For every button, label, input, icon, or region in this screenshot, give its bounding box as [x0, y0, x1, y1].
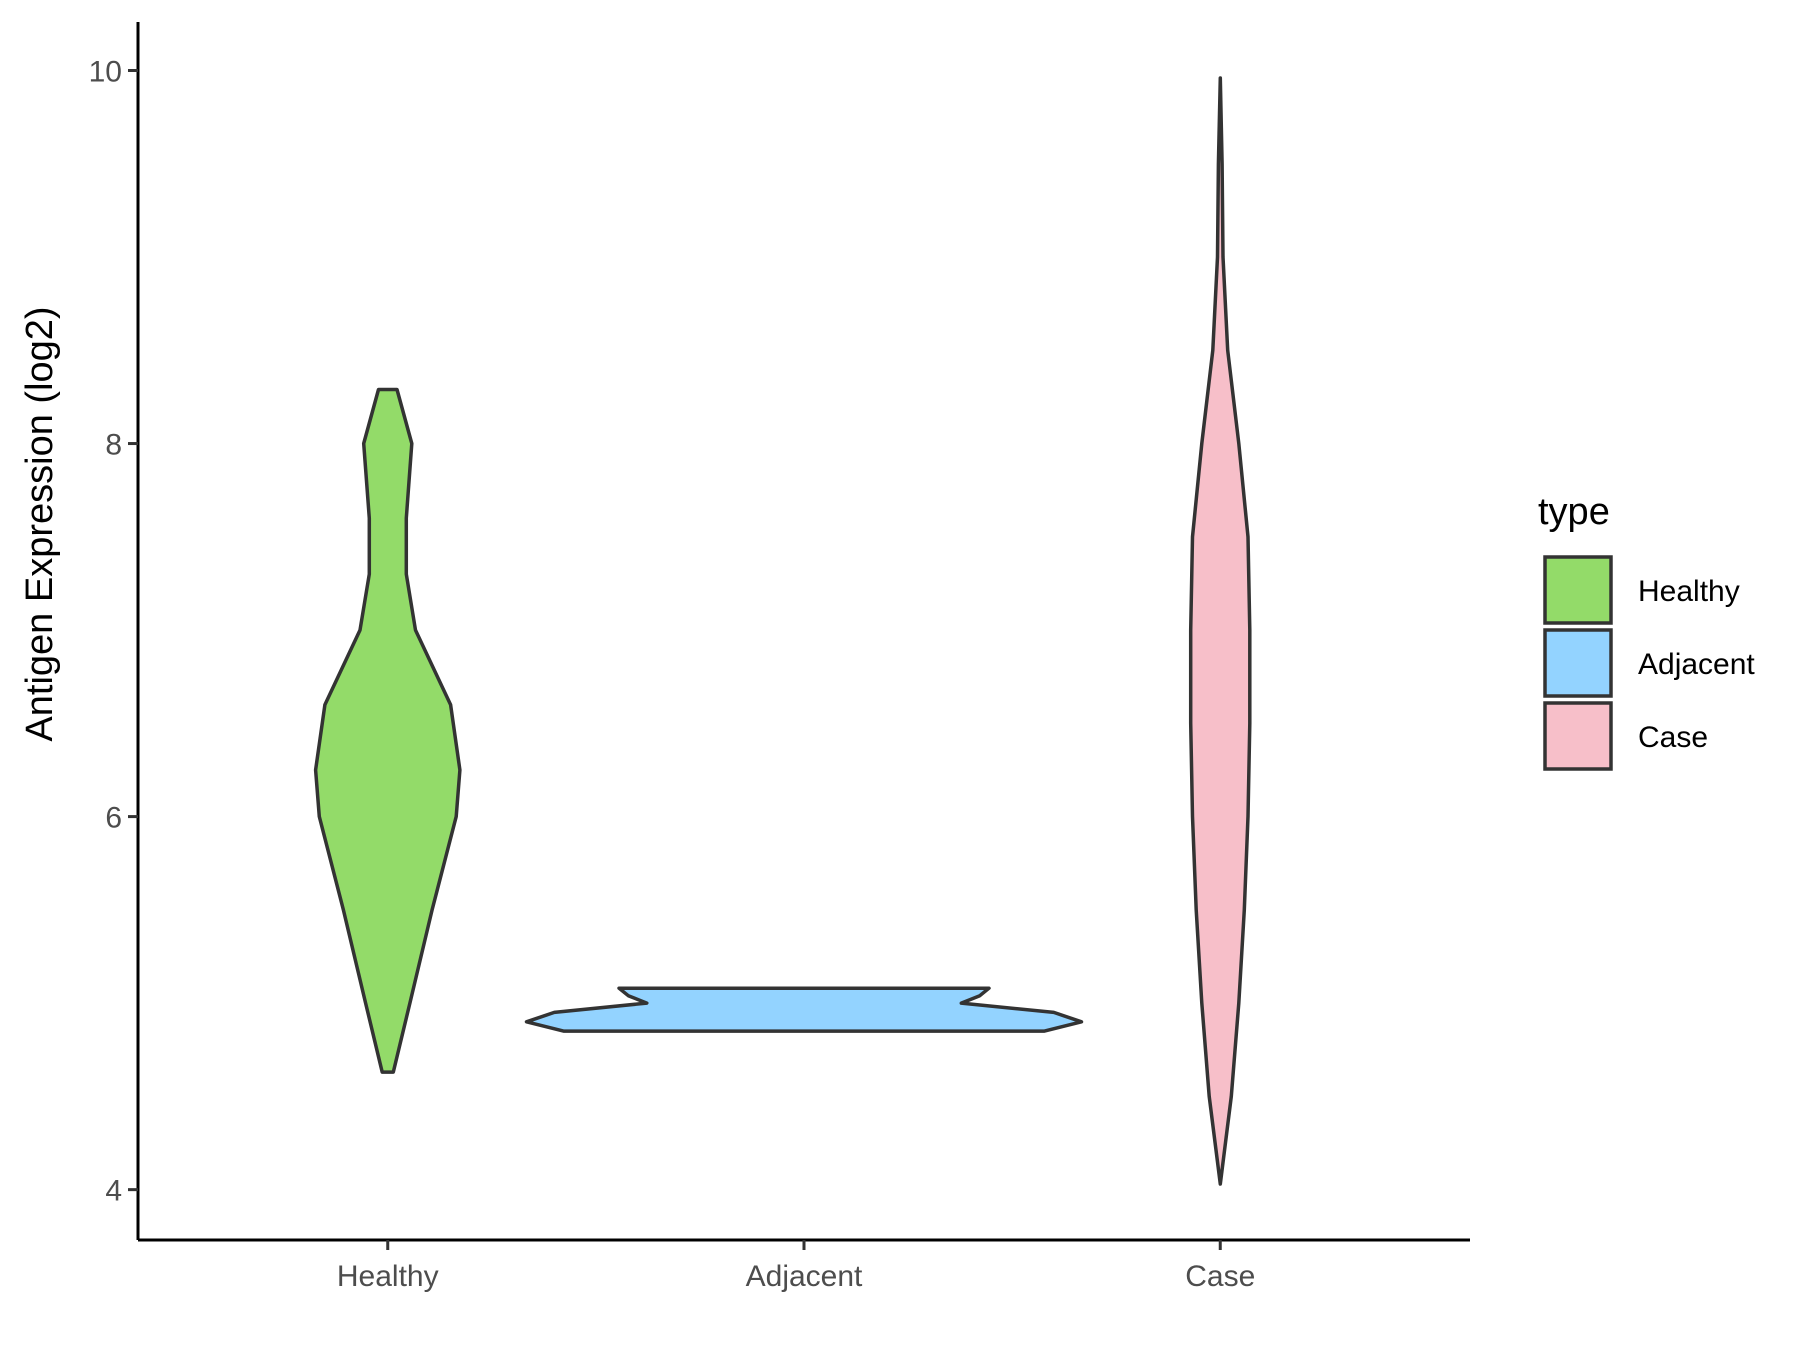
legend-swatch-adjacent [1543, 628, 1613, 698]
legend-title: type [1538, 491, 1610, 533]
legend-label-healthy: Healthy [1638, 575, 1740, 608]
y-tick-label: 4 [105, 1175, 122, 1208]
x-tick-label: Healthy [337, 1260, 439, 1293]
y-tick-label: 6 [105, 802, 122, 835]
axes-layer: 4 6 8 10 Healthy Adjacent Case [89, 22, 1470, 1293]
violin-case [1188, 76, 1252, 1186]
legend-label-case: Case [1638, 721, 1708, 754]
violin-adjacent [524, 986, 1084, 1033]
y-tick-label: 8 [105, 429, 122, 462]
violin-healthy [313, 387, 462, 1074]
legend-label-adjacent: Adjacent [1638, 648, 1755, 681]
y-tick-label: 10 [89, 55, 122, 88]
legend-swatch-healthy [1543, 555, 1613, 625]
legend: type Healthy Adjacent Case [1538, 491, 1755, 771]
x-tick-label: Case [1185, 1260, 1255, 1293]
y-axis-title: Antigen Expression (log2) [19, 306, 61, 741]
legend-swatch-case [1543, 701, 1613, 771]
x-tick-label: Adjacent [746, 1260, 863, 1293]
violins-layer [313, 76, 1252, 1186]
